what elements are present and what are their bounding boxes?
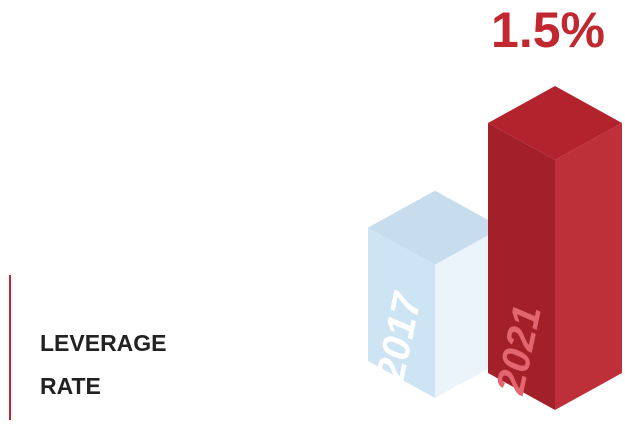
chart-title: LEVERAGE RATE [40,330,167,399]
bar-left-face [368,227,435,398]
bar-top-face [368,190,502,265]
value-label: 1.5% [491,2,605,58]
accent-line [9,275,11,420]
bar-top-face [488,86,622,160]
bar-right-face [435,227,502,398]
bar-right-face [555,123,622,410]
bar-left-face [488,123,555,410]
